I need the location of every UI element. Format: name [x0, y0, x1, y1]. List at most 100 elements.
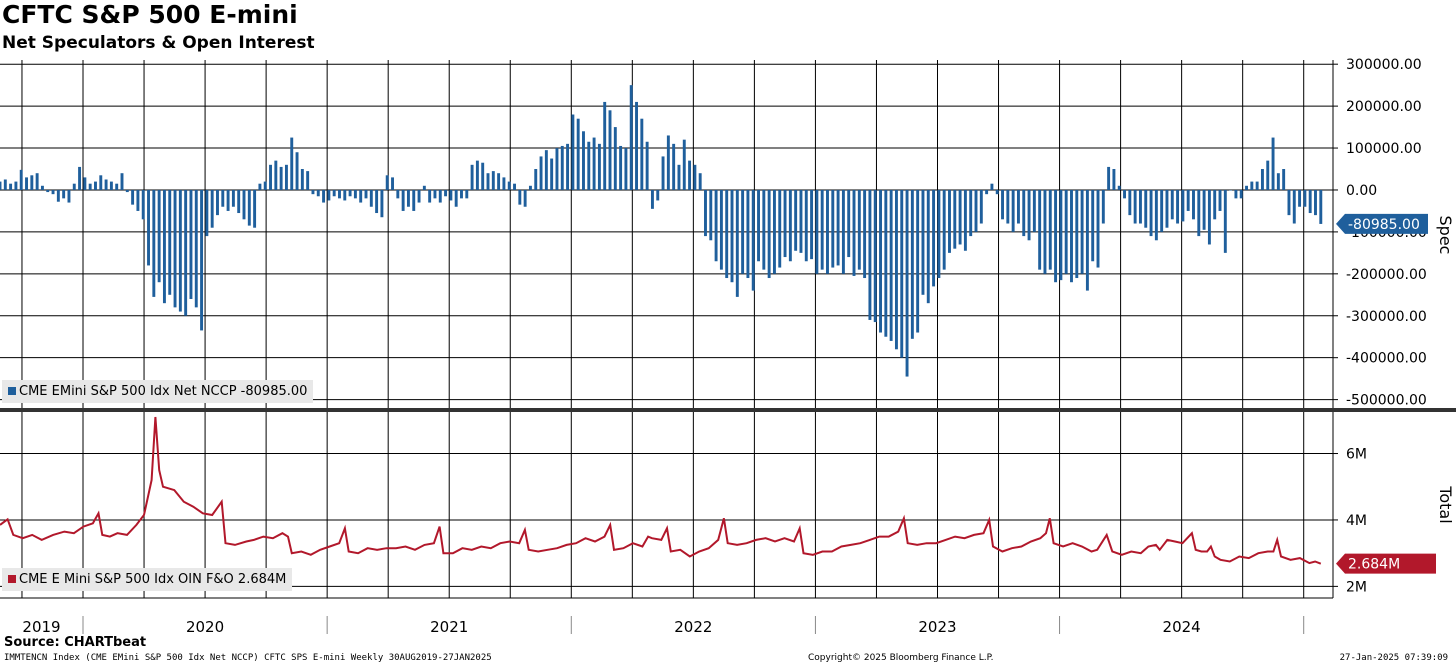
- spec-bar: [263, 181, 267, 190]
- spec-bar: [131, 189, 135, 205]
- spec-bar: [884, 189, 888, 337]
- ytick-label-total: 4M: [1346, 513, 1367, 529]
- spec-bar: [560, 145, 564, 190]
- spec-bar: [1298, 189, 1302, 207]
- spec-bar: [767, 189, 771, 279]
- spec-bar: [894, 189, 898, 350]
- spec-bar: [1064, 189, 1068, 274]
- spec-bar: [1303, 189, 1307, 207]
- spec-bar: [422, 185, 426, 190]
- spec-bar: [1022, 189, 1026, 237]
- spec-bar: [40, 185, 44, 190]
- spec-bar: [1287, 189, 1291, 216]
- spec-bar: [83, 177, 87, 190]
- spec-bar: [1154, 189, 1158, 241]
- spec-bar: [709, 189, 713, 241]
- spec-bar: [1091, 189, 1095, 262]
- spec-bar: [1266, 160, 1270, 190]
- ytick-label-spec: 200000.00: [1346, 99, 1422, 115]
- last-value-tag-spec: [1336, 213, 1428, 234]
- total-line: [0, 416, 1322, 565]
- legend-total-label: CME E Mini S&P 500 Idx OIN F&O 2.684M: [19, 572, 287, 587]
- spec-bar: [799, 189, 803, 253]
- spec-bar: [534, 169, 538, 190]
- spec-bar: [1138, 189, 1142, 224]
- spec-bar: [162, 189, 166, 304]
- last-value-tag-total: [1336, 553, 1436, 574]
- spec-bar: [831, 189, 835, 268]
- spec-bar: [571, 114, 575, 190]
- spec-bar: [1250, 181, 1254, 190]
- spec-bar: [1043, 189, 1047, 274]
- spec-bar: [873, 189, 877, 323]
- spec-bar: [231, 189, 235, 207]
- spec-bar: [974, 189, 978, 232]
- spec-bar: [513, 183, 516, 190]
- spec-bar: [205, 189, 209, 237]
- spec-bar: [910, 189, 914, 339]
- ytick-label-total: 6M: [1346, 447, 1367, 463]
- spec-bar: [109, 181, 113, 190]
- spec-bar: [62, 189, 66, 199]
- spec-bar: [1080, 189, 1084, 274]
- spec-bar: [1096, 189, 1100, 268]
- spec-bar: [417, 189, 421, 203]
- spec-bar: [942, 189, 946, 270]
- spec-bar: [539, 156, 543, 190]
- spec-bar: [401, 189, 405, 211]
- spec-bar: [1107, 166, 1111, 190]
- spec-bar: [1218, 189, 1222, 211]
- ytick-label-spec: 0.00: [1346, 183, 1377, 199]
- spec-bar: [666, 135, 670, 190]
- spec-bar: [582, 131, 585, 190]
- spec-bar: [147, 189, 150, 266]
- spec-bar: [369, 189, 373, 207]
- spec-bar: [1234, 189, 1238, 199]
- footer-ticker: IMMTENCN Index (CME EMini S&P 500 Idx Ne…: [4, 653, 492, 663]
- spec-bar: [67, 189, 71, 203]
- spec-bar: [963, 189, 967, 251]
- spec-bar: [0, 181, 2, 190]
- spec-bar: [438, 189, 442, 203]
- spec-bar: [343, 189, 347, 201]
- spec-bar: [1282, 169, 1286, 190]
- spec-bar: [1070, 189, 1073, 283]
- spec-bar: [470, 164, 474, 190]
- spec-bar: [125, 189, 129, 193]
- spec-bar: [1165, 189, 1169, 228]
- spec-bar: [836, 189, 840, 266]
- ytick-label-total: 2M: [1346, 579, 1367, 595]
- spec-bar: [51, 189, 55, 195]
- spec-bar: [629, 85, 633, 190]
- spec-bar: [868, 189, 872, 320]
- spec-bar: [1160, 189, 1164, 232]
- source-note: Source: CHARTbeat: [4, 635, 147, 650]
- x-tick-label: 2020: [186, 618, 224, 636]
- spec-bar: [1229, 189, 1233, 191]
- ytick-label-spec: 300000.00: [1346, 57, 1422, 73]
- spec-bar: [921, 189, 925, 295]
- spec-bar: [353, 189, 357, 199]
- spec-bar: [46, 189, 50, 193]
- spec-bar: [624, 148, 628, 190]
- axis-label-spec: Spec: [1436, 216, 1455, 255]
- spec-bar: [635, 101, 638, 190]
- ytick-label-spec: -500000.00: [1346, 393, 1427, 409]
- spec-bar: [719, 189, 723, 270]
- spec-bar: [603, 101, 607, 190]
- spec-bar: [189, 189, 193, 299]
- spec-bar: [433, 189, 437, 199]
- spec-bar: [1075, 189, 1079, 279]
- spec-bar: [926, 189, 930, 304]
- spec-bar: [460, 189, 463, 199]
- spec-bar: [704, 189, 707, 237]
- legend-total-swatch: [8, 575, 16, 583]
- spec-bar: [783, 189, 787, 258]
- spec-bar: [528, 185, 532, 190]
- spec-bar: [656, 189, 660, 201]
- spec-bar: [141, 189, 145, 220]
- spec-bar: [226, 189, 230, 211]
- spec-bar: [200, 189, 204, 331]
- spec-bar: [14, 181, 18, 190]
- spec-bar: [725, 189, 729, 279]
